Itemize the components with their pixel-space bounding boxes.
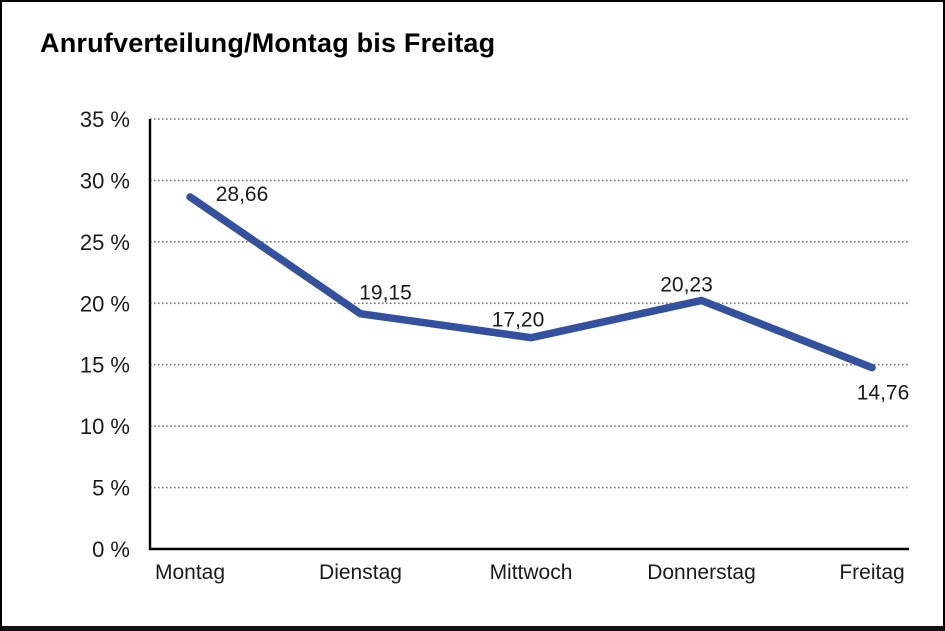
y-axis-tick-label: 15 % — [80, 353, 130, 378]
y-axis-tick-label: 10 % — [80, 414, 130, 439]
y-axis-tick-label: 0 % — [92, 537, 130, 562]
x-axis-category-label: Freitag — [839, 561, 904, 584]
y-axis-tick-label: 5 % — [92, 476, 130, 501]
data-line — [186, 193, 876, 372]
data-point-label: 19,15 — [359, 282, 412, 305]
x-axis-category-label: Montag — [155, 561, 225, 584]
data-point-label: 20,23 — [660, 273, 713, 296]
y-axis-tick-label: 25 % — [80, 230, 130, 255]
chart-title: Anrufverteilung/Montag bis Freitag — [40, 28, 496, 58]
x-axis-category-label: Mittwoch — [490, 561, 573, 584]
y-axis-tick-label: 20 % — [80, 291, 130, 316]
x-axis-category-label: Dienstag — [319, 561, 402, 584]
y-axis-tick-label: 30 % — [80, 168, 130, 193]
data-point-label: 17,20 — [492, 309, 545, 332]
x-axis-category-label: Donnerstag — [647, 561, 756, 584]
data-point-label: 14,76 — [857, 382, 910, 405]
data-point-label: 28,66 — [216, 183, 269, 206]
y-axis-tick-label: 35 % — [80, 107, 130, 132]
